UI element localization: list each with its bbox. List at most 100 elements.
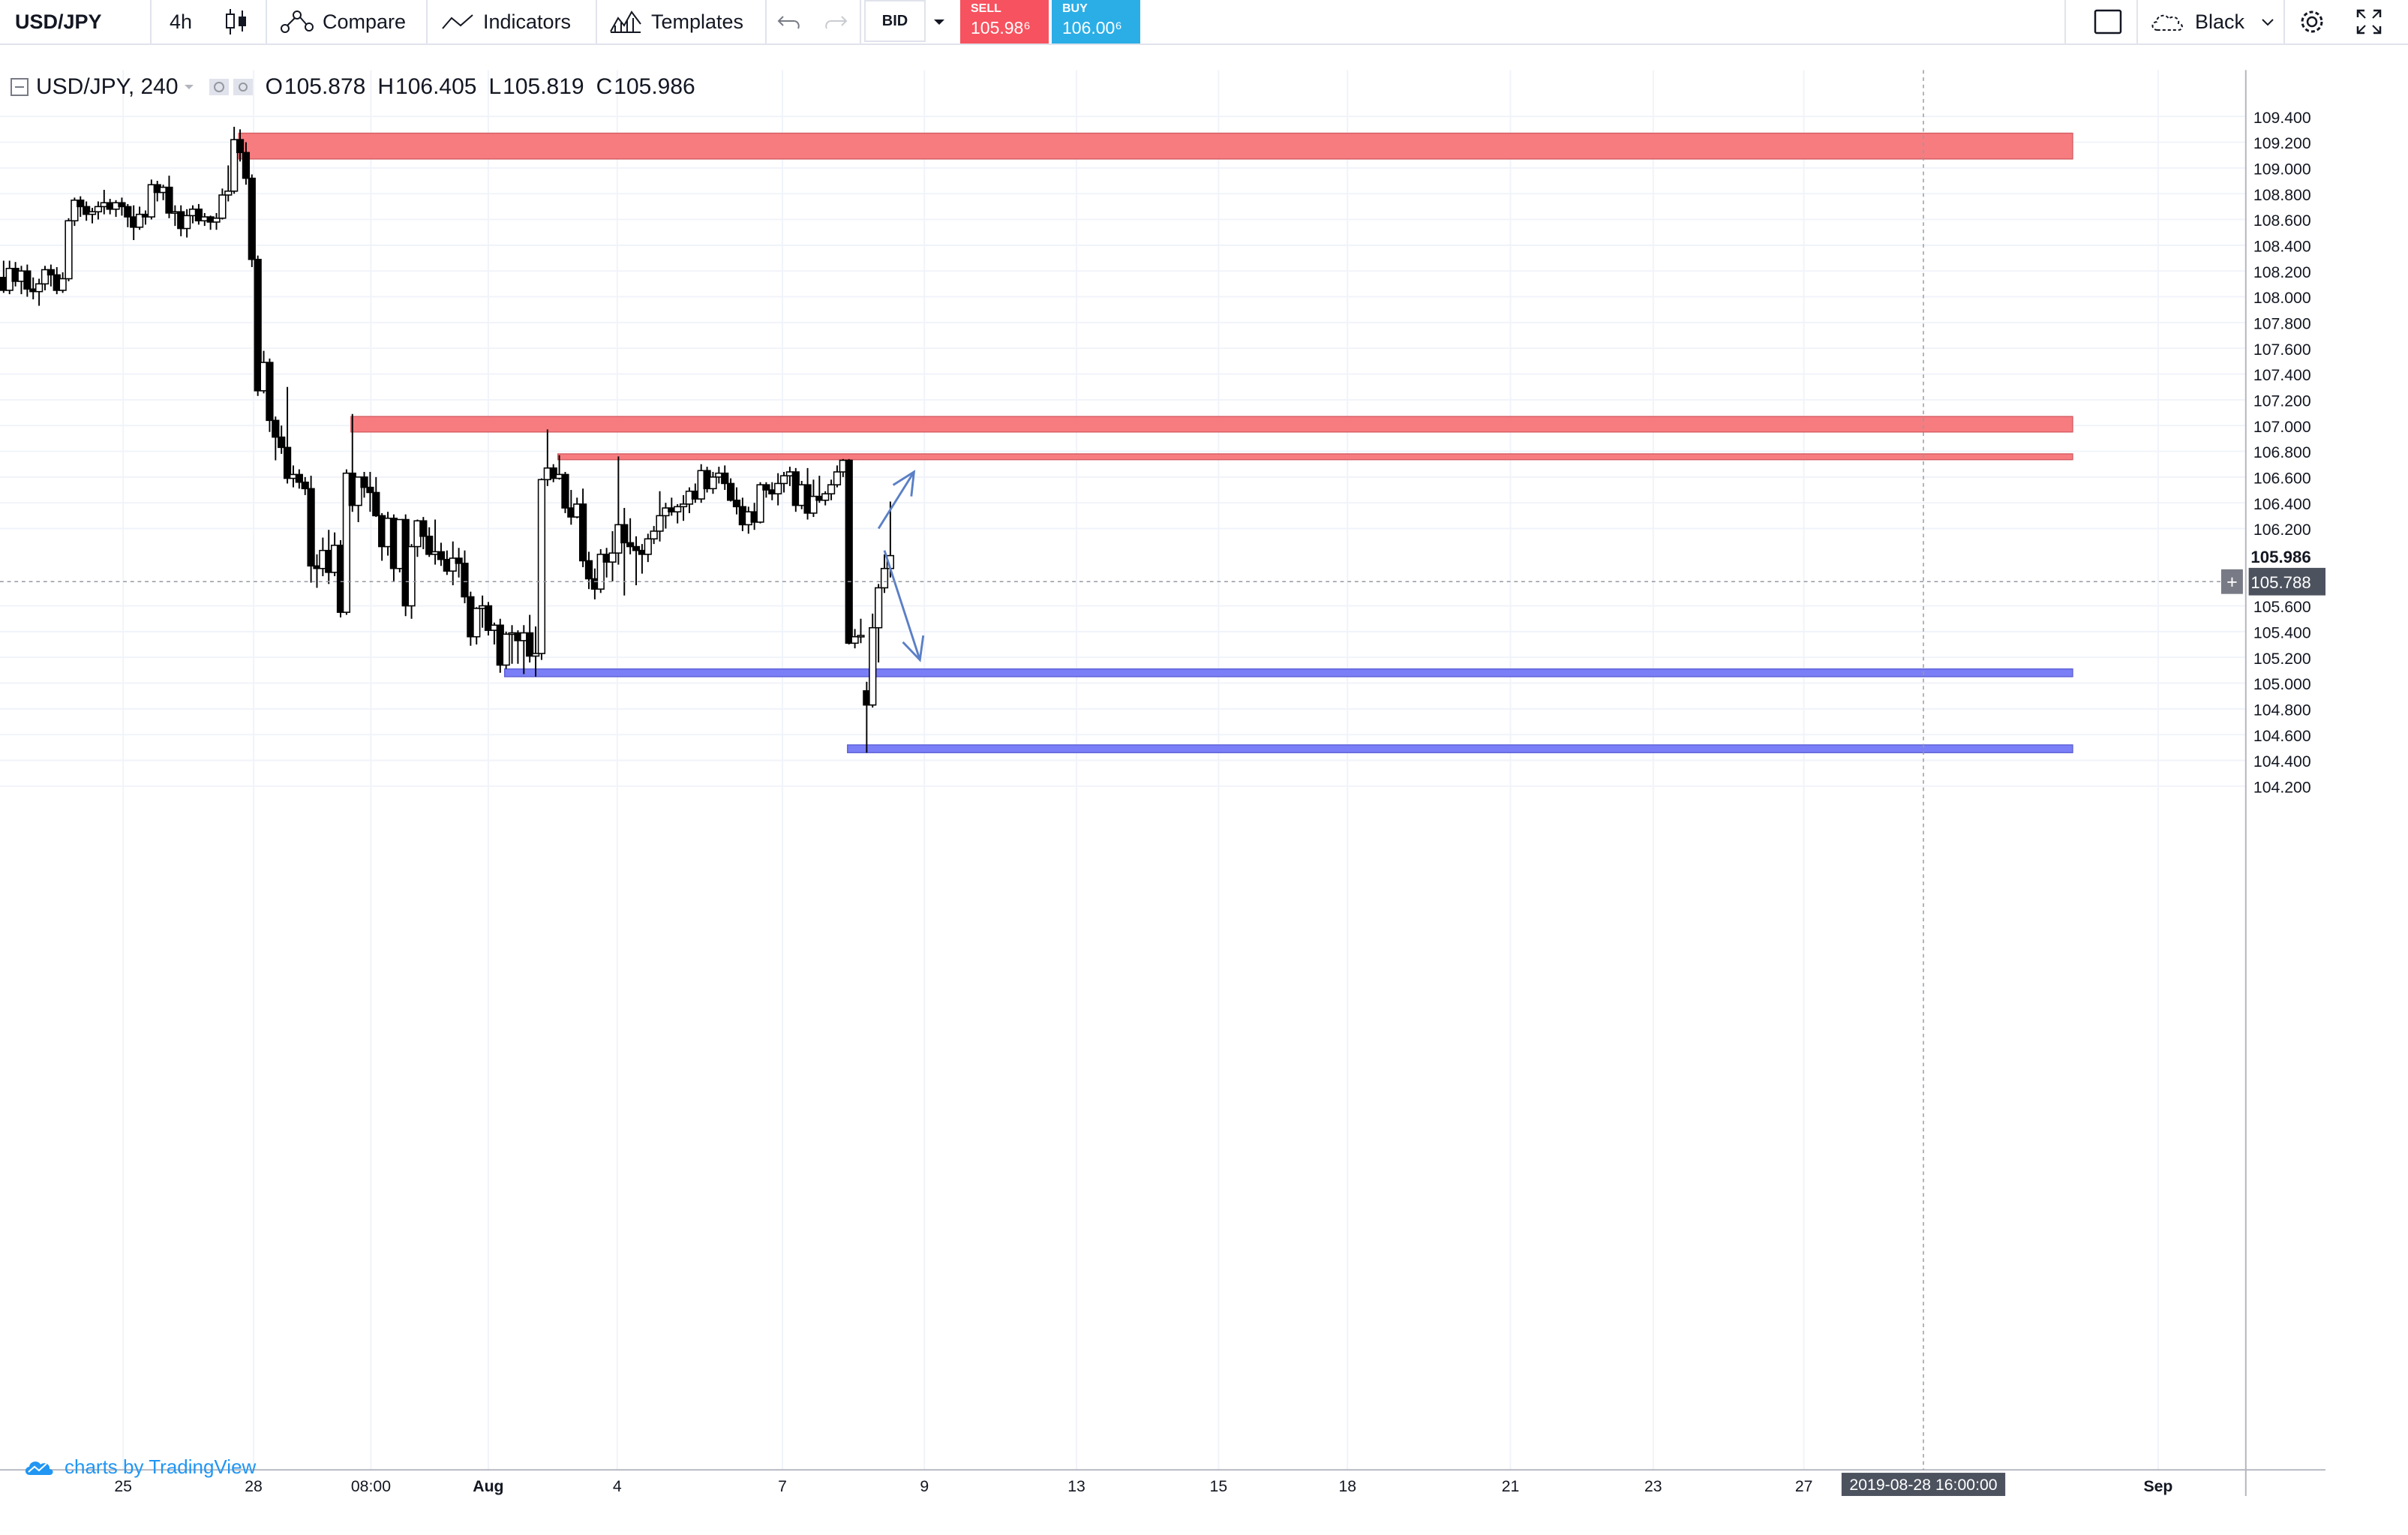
candle	[620, 508, 629, 596]
y-tick-label: 104.800	[2253, 701, 2311, 719]
candle	[578, 488, 587, 568]
candle	[194, 203, 203, 225]
chart-style-button[interactable]	[224, 0, 249, 44]
drawn-arrows	[877, 470, 925, 662]
crosshair-time-marker	[1841, 1473, 2006, 1496]
arrow-shaft	[883, 550, 921, 661]
resistance-zone	[238, 132, 2073, 160]
last-price-marker	[2248, 542, 2325, 569]
candle-body-up	[537, 479, 546, 654]
candle-body-up	[65, 220, 73, 280]
candle	[851, 629, 859, 649]
candle	[360, 471, 368, 498]
undo-button[interactable]	[777, 0, 803, 44]
candle-body-down	[124, 206, 132, 218]
candle	[608, 530, 617, 581]
y-tick-label: 107.400	[2253, 366, 2311, 384]
settings-button[interactable]	[2297, 0, 2327, 44]
layout-button[interactable]	[2093, 0, 2123, 44]
candle-body-down	[77, 200, 85, 208]
interval-button[interactable]: 4h	[170, 0, 192, 44]
chevron-down-icon	[934, 20, 944, 25]
x-tick-label: Aug	[473, 1477, 503, 1495]
candle-body-up	[809, 495, 818, 514]
chart-grid	[0, 70, 2246, 1470]
price-chart[interactable]: 109.400 109.200 109.000 108.800 108.600 108.4…	[0, 45, 2325, 1508]
candle-body-down	[549, 467, 557, 479]
candle-body-down	[301, 481, 309, 490]
legend-title[interactable]: USD/JPY, 240	[36, 74, 179, 99]
settings-small-icon[interactable]	[233, 78, 254, 96]
indicators-button[interactable]: Indicators	[441, 0, 571, 44]
symbol-search[interactable]: USD/JPY	[15, 0, 102, 44]
candle-body-down	[461, 563, 469, 598]
y-tick-label: 107.000	[2253, 418, 2311, 436]
square-icon	[2094, 9, 2122, 35]
candle-body-down	[194, 209, 203, 222]
redo-button[interactable]	[822, 0, 848, 44]
support-zone	[504, 668, 2073, 677]
candle-body-down	[632, 545, 641, 551]
chart-axes: 109.400 109.200 109.000 108.800 108.600 108.4…	[0, 70, 2325, 1496]
x-tick-label: 15	[1210, 1477, 1228, 1495]
candle-body-down	[626, 542, 635, 548]
low-value: 105.819	[503, 74, 584, 99]
candle	[531, 626, 540, 677]
candle	[212, 212, 221, 230]
candle	[165, 176, 173, 218]
candle	[679, 494, 688, 521]
candle-body-up	[869, 626, 877, 706]
toolbar-divider	[765, 0, 767, 44]
compare-label: Compare	[323, 10, 407, 33]
candle-body-up	[342, 472, 351, 613]
toolbar-divider	[426, 0, 428, 44]
candle	[774, 473, 782, 506]
compare-button[interactable]: Compare	[279, 0, 406, 44]
price-source-select[interactable]: BID	[864, 0, 926, 42]
candle	[756, 482, 764, 524]
crosshair-price-marker	[2248, 567, 2325, 596]
theme-button[interactable]: Black	[2148, 0, 2276, 44]
candle	[762, 482, 770, 498]
candle-body-up	[531, 653, 540, 657]
candle	[295, 469, 303, 489]
fullscreen-button[interactable]	[2355, 0, 2382, 44]
trend-arrow	[877, 470, 916, 530]
chevron-down-icon[interactable]	[183, 83, 195, 92]
support-zone	[847, 744, 2073, 753]
candle-body-up	[212, 218, 221, 223]
y-tick-label: 108.600	[2253, 212, 2311, 230]
eye-icon[interactable]	[209, 78, 230, 96]
crosshair-plus-button	[2220, 569, 2243, 594]
candle-body-up	[821, 493, 830, 501]
y-tick-label: 106.400	[2253, 495, 2311, 513]
top-toolbar: USD/JPY 4h Compare Indicators Templates …	[0, 0, 2408, 45]
candle-body-up	[674, 506, 682, 512]
sell-button[interactable]: SELL 105.98⁶	[960, 0, 1049, 44]
candle	[183, 209, 191, 238]
tradingview-branding[interactable]: charts by TradingView	[23, 1455, 256, 1479]
candle-body-up	[183, 215, 191, 230]
candle	[461, 550, 469, 604]
candle-body-up	[709, 476, 717, 490]
sell-label: SELL	[971, 2, 1001, 15]
candle-body-down	[236, 139, 245, 154]
candle-body-up	[473, 608, 481, 638]
candle	[455, 548, 463, 578]
candle-body-up	[851, 635, 859, 644]
candle-body-down	[620, 524, 629, 544]
candle	[218, 188, 227, 220]
candle-body-down	[283, 446, 292, 479]
y-tick-label: 107.200	[2253, 392, 2311, 410]
candle	[484, 602, 493, 636]
price-source-dropdown[interactable]	[932, 0, 947, 44]
candle	[283, 386, 292, 484]
collapse-icon[interactable]	[9, 77, 30, 98]
templates-button[interactable]: Templates	[609, 0, 743, 44]
ohlc-legend: USD/JPY, 240 O 105.878 H 106.405 L 105.819 …	[9, 69, 695, 105]
buy-button[interactable]: BUY 106.00⁶	[1052, 0, 1140, 44]
redo-icon	[825, 16, 848, 29]
compare-icon	[281, 11, 314, 33]
candle-body-down	[254, 258, 262, 392]
candle-body-up	[596, 554, 605, 590]
